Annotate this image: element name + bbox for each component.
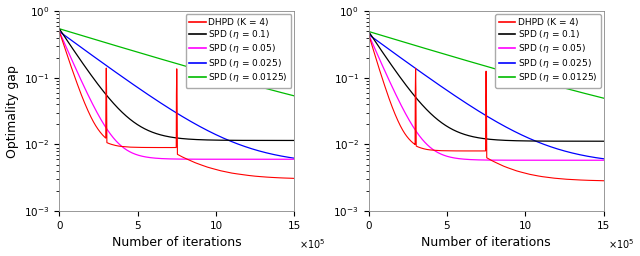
Legend: DHPD (K = 4), SPD ($\eta$ = 0.1), SPD ($\eta$ = 0.05), SPD ($\eta$ = 0.025), SPD: DHPD (K = 4), SPD ($\eta$ = 0.1), SPD ($… (186, 14, 291, 88)
X-axis label: Number of iterations: Number of iterations (421, 236, 551, 249)
Y-axis label: Optimality gap: Optimality gap (6, 65, 19, 158)
Legend: DHPD (K = 4), SPD ($\eta$ = 0.1), SPD ($\eta$ = 0.05), SPD ($\eta$ = 0.025), SPD: DHPD (K = 4), SPD ($\eta$ = 0.1), SPD ($… (495, 14, 601, 88)
Text: $\times 10^5$: $\times 10^5$ (608, 237, 635, 251)
X-axis label: Number of iterations: Number of iterations (112, 236, 241, 249)
Text: $\times 10^5$: $\times 10^5$ (299, 237, 325, 251)
